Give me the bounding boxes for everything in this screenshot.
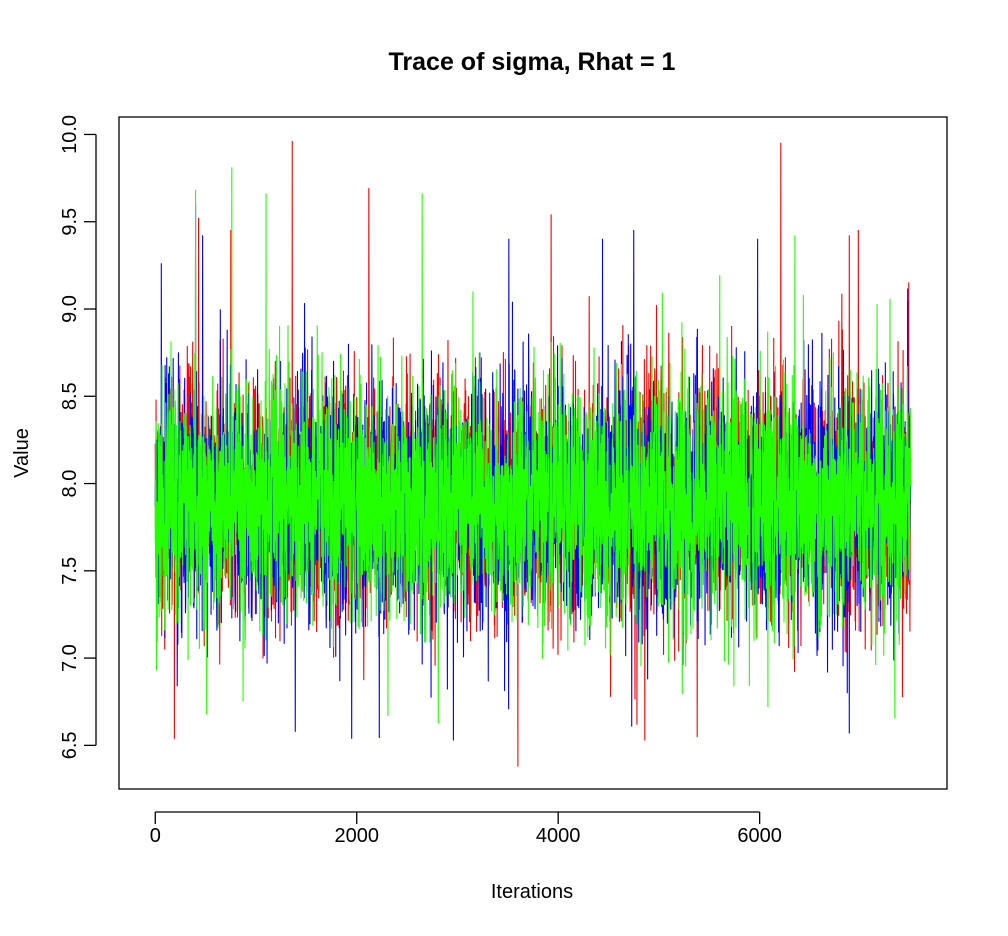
y-tick-label: 9.0: [59, 295, 81, 323]
y-axis-title: Value: [11, 428, 33, 478]
y-tick-label: 10.0: [59, 115, 81, 154]
y-tick-label: 8.5: [59, 382, 81, 410]
plot-frame: [118, 116, 948, 790]
y-tick-label: 8.0: [59, 470, 81, 498]
plot-area: [154, 140, 912, 767]
y-tick-label: 9.5: [59, 208, 81, 236]
y-axis: 6.5 7.0 7.5 8.0 8.5 9.0 9.5 10.0: [59, 115, 97, 759]
trace-line-series-3: [154, 167, 912, 724]
trace-series-group: [154, 140, 912, 767]
x-tick-label: 0: [150, 825, 161, 847]
chart-title: Trace of sigma, Rhat = 1: [389, 48, 676, 76]
x-tick-label: 6000: [737, 825, 782, 847]
x-tick-label: 2000: [334, 825, 379, 847]
y-tick-label: 7.5: [59, 557, 81, 585]
x-tick-label: 4000: [536, 825, 581, 847]
x-axis: 0 2000 4000 6000: [150, 811, 782, 847]
y-tick-label: 6.5: [59, 731, 81, 759]
y-tick-label: 7.0: [59, 644, 81, 672]
x-axis-title: Iterations: [491, 881, 573, 903]
